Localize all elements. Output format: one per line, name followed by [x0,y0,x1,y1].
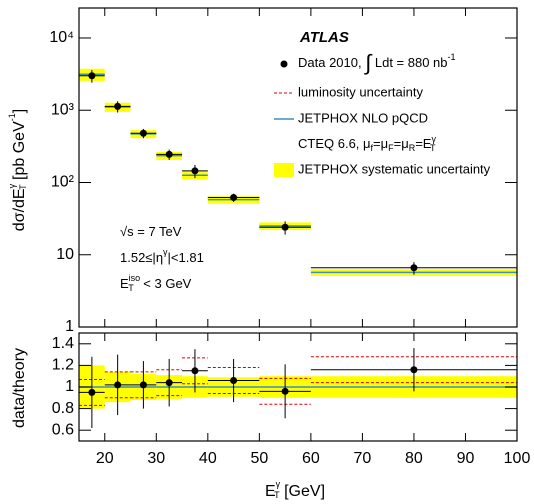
plot-area: 1 10 10² 10³ 10⁴ 0.6 0.8 1 1.2 1.4 20 30 40 50 60 70 80 9… [49,7,531,467]
x-tick-label: 30 [147,450,165,467]
y-tick-label: 10³ [51,101,75,118]
data-point [410,264,418,272]
x-tick-label: 60 [302,450,320,467]
data-point [139,381,147,389]
data-point [114,381,122,389]
data-point [165,150,173,158]
legend-marker [274,163,294,177]
x-tick-label: 70 [354,450,372,467]
data-point [230,377,238,385]
x-tick-label: 100 [504,450,531,467]
panel-frame [78,7,518,328]
x-tick-label: 50 [250,450,268,467]
legend-label: luminosity uncertainty [298,84,423,99]
x-tick-label: 80 [405,450,423,467]
annotation: 1.52≤|ηγ|<1.81 [120,247,204,265]
data-point [88,388,96,396]
y-tick-label: 0.6 [52,421,74,438]
data-point [191,367,199,375]
y-tick-label: 10⁴ [49,29,74,46]
y-tick-label: 1 [65,318,74,335]
y-tick-label: 1.4 [52,335,74,352]
y-tick-label: 1.2 [52,357,74,374]
y-axis-label: dσ/dEγT [pb GeV-1] [7,109,28,231]
experiment-label: ATLAS [299,29,349,46]
annotation: √s = 7 TeV [120,224,182,239]
x-tick-label: 90 [457,450,475,467]
x-axis-label: Eγ T [GeV] [265,479,325,500]
data-point [281,223,289,231]
data-point [88,72,96,80]
data-point [230,193,238,201]
data-point [139,129,147,137]
y-tick-label: 10 [56,246,74,263]
data-point [114,102,122,110]
data-point [165,379,173,387]
legend-label: Data 2010, ∫ Ldt = 880 nb-1 [298,50,456,75]
theory-note: CTEQ 6.6, μf=μF=μR=Eγ T [298,134,436,153]
y-axis-label: data/theory [11,348,28,428]
legend-label: JETPHOX NLO pQCD [298,110,428,125]
x-tick-label: 40 [199,450,217,467]
x-tick-label: 20 [96,450,114,467]
legend-label: JETPHOX systematic uncertainty [298,161,491,176]
data-point [191,167,199,175]
y-tick-label: 0.8 [52,400,74,417]
y-tick-label: 1 [65,378,74,395]
data-point [410,366,418,374]
y-tick-label: 10² [51,174,75,191]
annotation: Eiso T < 3 GeV [120,273,192,293]
data-point [281,387,289,395]
legend-marker [280,60,288,68]
